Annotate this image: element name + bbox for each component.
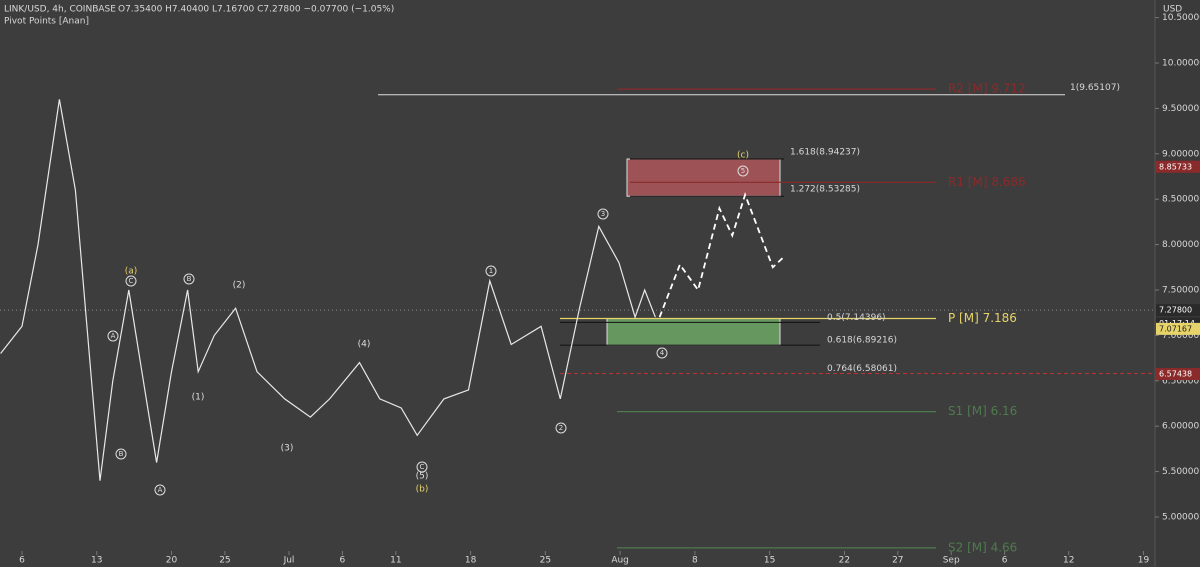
wave-label: (b) — [416, 485, 429, 495]
chart-title: LINK/USD, 4h, COINBASE — [4, 5, 116, 15]
y-tick-label: 7.50000 — [1162, 285, 1199, 295]
wave-marker — [555, 422, 567, 434]
wave-label: 2 — [559, 424, 563, 432]
x-tick-label: Aug — [611, 556, 629, 566]
y-tick-label: 10.50000 — [1162, 13, 1200, 23]
pivot-label: R2 [M] 9.712 — [948, 82, 1026, 96]
price-tag-label: 8.85733 — [1159, 162, 1192, 171]
wave-label: B — [187, 275, 192, 283]
wave-label: (2) — [233, 281, 246, 291]
fib-label: 1.272(8.53285) — [790, 185, 860, 195]
x-tick-label: 22 — [839, 556, 850, 566]
wave-label: 3 — [601, 210, 605, 218]
y-tick-label: 8.00000 — [1162, 240, 1199, 250]
fib-label: 0.618(6.89216) — [827, 336, 897, 346]
y-tick-label: 5.00000 — [1162, 512, 1199, 522]
pivot-label: S1 [M] 6.16 — [948, 404, 1017, 418]
x-tick-label: 6 — [340, 556, 346, 566]
price-tag — [1156, 304, 1200, 317]
x-tick-label: 15 — [764, 556, 775, 566]
x-tick-label: 20 — [166, 556, 178, 566]
ohlc: O7.35400 H7.40400 L7.16700 C7.27800 −0.0… — [118, 5, 394, 15]
support-box — [606, 318, 781, 346]
price-tag — [1156, 160, 1200, 173]
wave-marker — [485, 265, 497, 277]
wave-label: A — [111, 332, 116, 340]
pivot-label: R1 [M] 8.686 — [948, 175, 1026, 189]
wave-label: B — [119, 450, 124, 458]
wave-label: 4 — [660, 349, 665, 357]
y-tick-label: 9.50000 — [1162, 104, 1199, 114]
y-tick-label: 10.00000 — [1162, 59, 1200, 69]
x-tick-label: 27 — [892, 556, 903, 566]
price-tag-label: 7.07167 — [1159, 324, 1192, 333]
x-tick-label: 13 — [91, 556, 102, 566]
x-tick-label: 25 — [219, 556, 230, 566]
wave-marker — [107, 330, 119, 342]
price-tag — [1156, 322, 1200, 335]
x-tick-label: 11 — [390, 556, 401, 566]
x-tick-label: 18 — [465, 556, 477, 566]
y-tick-label: 5.50000 — [1162, 467, 1199, 477]
x-tick-label: 6 — [19, 556, 25, 566]
x-tick-label: Jul — [283, 556, 295, 566]
price-tag — [1156, 368, 1200, 381]
fib-label: 1(9.65107) — [1070, 83, 1120, 93]
wave-label: (5) — [416, 472, 429, 482]
indicator: Pivot Points [Anan] — [4, 17, 89, 27]
wave-marker — [737, 165, 749, 177]
y-tick-label: 6.00000 — [1162, 422, 1199, 432]
wave-marker — [115, 448, 127, 460]
wave-marker — [154, 484, 166, 496]
x-tick-label: 12 — [1063, 556, 1074, 566]
wave-marker — [597, 208, 609, 220]
axis-unit: USD — [1163, 5, 1182, 15]
price-series — [0, 99, 656, 481]
price-tag-label: 6.57438 — [1159, 370, 1192, 379]
pivot-label: S2 [M] 4.66 — [948, 540, 1017, 554]
wave-marker — [416, 461, 428, 473]
wave-marker — [656, 347, 668, 359]
pivot-label: P [M] 7.186 — [948, 311, 1017, 325]
wave-label: C — [129, 277, 134, 285]
wave-label: (c) — [737, 151, 749, 161]
y-tick-label: 8.50000 — [1162, 195, 1199, 205]
price-axis — [1155, 0, 1200, 567]
wave-label: C — [420, 463, 425, 471]
x-tick-label: 19 — [1138, 556, 1150, 566]
fib-label: 0.764(6.58061) — [827, 364, 897, 374]
wave-marker — [125, 275, 137, 287]
fib-label: 1.618(8.94237) — [790, 148, 860, 158]
y-tick-label: 7.00000 — [1162, 331, 1199, 341]
wave-label: (a) — [125, 267, 138, 277]
y-tick-label: 9.00000 — [1162, 149, 1199, 159]
x-tick-label: 25 — [540, 556, 551, 566]
target-box — [626, 158, 781, 197]
x-tick-label: Sep — [943, 556, 960, 566]
wave-marker — [183, 273, 195, 285]
wave-label: (4) — [358, 340, 371, 350]
wave-label: 1 — [489, 267, 493, 275]
wave-label: A — [158, 486, 163, 494]
wave-label: (3) — [281, 444, 294, 454]
x-tick-label: 6 — [1002, 556, 1008, 566]
y-tick-label: 6.50000 — [1162, 376, 1199, 386]
wave-label: 5 — [741, 167, 745, 175]
wave-label: (1) — [192, 393, 205, 403]
price-tag-label: 7.27800 — [1159, 306, 1192, 315]
fib-label: 0.5(7.14396) — [827, 313, 886, 323]
price-series — [658, 191, 784, 318]
x-tick-label: 8 — [692, 556, 698, 566]
